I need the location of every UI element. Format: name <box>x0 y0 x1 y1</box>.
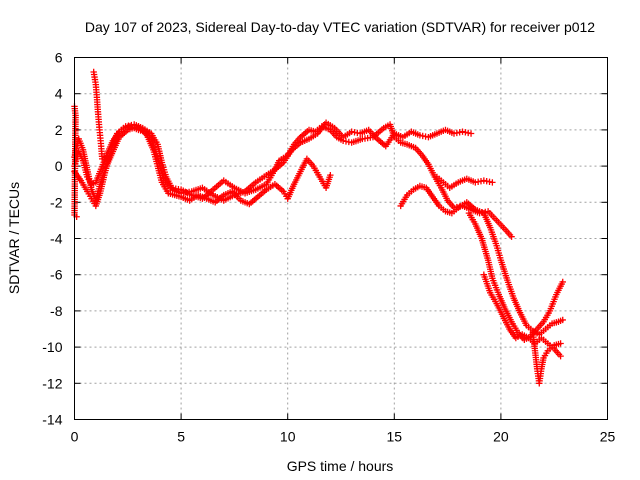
y-tick-label: -14 <box>42 412 62 428</box>
x-tick-label: 25 <box>600 429 616 445</box>
y-tick-label: -4 <box>50 231 63 247</box>
data-point <box>467 130 475 137</box>
grid-lines <box>74 57 608 420</box>
y-tick-label: -10 <box>42 339 62 355</box>
data-points <box>71 68 566 387</box>
data-point <box>557 340 564 347</box>
y-tick-label: -12 <box>42 375 62 391</box>
x-tick-label: 15 <box>387 429 403 445</box>
x-tick-label: 10 <box>280 429 296 445</box>
x-axis-label: GPS time / hours <box>287 458 394 474</box>
x-tick-labels: 0 5 10 15 20 25 <box>71 429 616 445</box>
chart-title: Day 107 of 2023, Sidereal Day-to-day VTE… <box>85 19 595 35</box>
data-point <box>508 233 515 240</box>
y-tick-label: -6 <box>50 267 63 283</box>
data-point <box>327 171 334 179</box>
y-tick-label: 6 <box>55 50 63 66</box>
y-tick-labels: -14 -12 -10 -8 -6 -4 -2 0 2 4 6 <box>42 50 62 428</box>
plot-frame <box>74 57 608 420</box>
data-point <box>559 316 566 324</box>
y-tick-label: -2 <box>50 194 63 210</box>
y-axis-label: SDTVAR / TECUs <box>6 182 22 294</box>
data-point <box>559 278 566 286</box>
x-tick-label: 5 <box>177 429 185 445</box>
y-tick-label: 0 <box>55 158 63 174</box>
x-tick-label: 20 <box>493 429 509 445</box>
data-point <box>557 352 564 360</box>
y-tick-label: 4 <box>55 86 63 102</box>
y-tick-label: 2 <box>55 122 63 138</box>
data-point <box>99 155 106 163</box>
y-tick-label: -8 <box>50 303 63 319</box>
data-point <box>489 179 496 186</box>
x-tick-label: 0 <box>71 429 79 445</box>
